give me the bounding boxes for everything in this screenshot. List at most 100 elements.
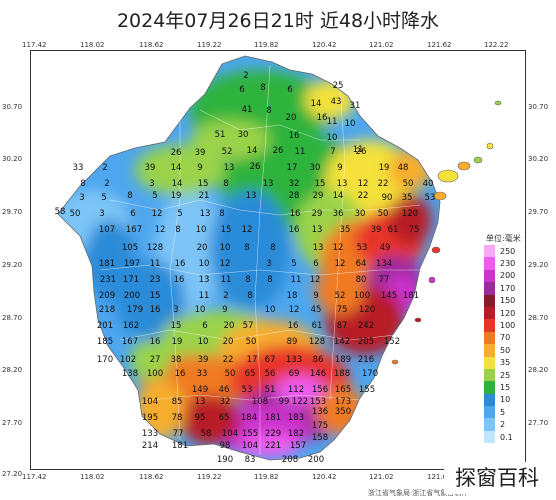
station-value: 26 (356, 147, 367, 157)
station-value: 53 (425, 193, 436, 203)
station-value: 184 (241, 413, 257, 423)
credits-text: 浙江省气象局 浙江省气象台制作 (368, 489, 469, 497)
station-value: 12 (335, 259, 346, 269)
color-legend: 单位:毫米 250 230 200 170 150 120 100 70 50 35 25 15 10 5… (484, 233, 526, 444)
station-value: 5 (291, 259, 296, 269)
station-value: 100 (147, 369, 163, 379)
station-value: 12 (152, 209, 163, 219)
station-value: 75 (337, 305, 348, 315)
station-value: 11 (150, 259, 161, 269)
station-value: 13 (313, 243, 324, 253)
legend-label: 230 (500, 259, 516, 269)
station-value: 350 (335, 407, 351, 417)
lon-tick-top: 122.22 (484, 41, 509, 49)
station-value: 35 (402, 193, 413, 203)
station-value: 155 (242, 429, 258, 439)
station-value: 12 (220, 259, 231, 269)
station-value: 8 (266, 106, 271, 116)
legend-label: 5 (500, 407, 506, 417)
station-value: 167 (122, 337, 138, 347)
legend-item: 10 (484, 393, 526, 407)
legend-label: 15 (500, 382, 511, 392)
station-value: 22 (223, 355, 234, 365)
station-value: 107 (99, 225, 115, 235)
legend-swatch (484, 393, 495, 407)
legend-swatch (484, 245, 495, 258)
station-value: 33 (197, 369, 208, 379)
lat-tick-left: 28.20 (2, 366, 23, 374)
legend-swatch (484, 294, 495, 307)
station-value: 13 (200, 209, 211, 219)
station-value: 13 (199, 275, 210, 285)
station-value: 8 (127, 191, 132, 201)
legend-item: 15 (484, 381, 526, 394)
legend-label: 70 (500, 333, 511, 343)
station-value: 167 (126, 225, 142, 235)
station-value: 120 (359, 305, 375, 315)
station-value: 10 (265, 305, 276, 315)
station-value: 11 (221, 275, 232, 285)
station-value: 153 (310, 397, 326, 407)
legend-label: 0.1 (500, 432, 513, 442)
station-value: 104 (242, 441, 258, 451)
station-value: 8 (175, 225, 180, 235)
station-value: 12 (289, 305, 300, 315)
watermark: 探窗百科 (444, 462, 550, 494)
station-value: 53 (242, 385, 253, 395)
station-value: 3 (79, 193, 84, 203)
legend-swatch (484, 306, 495, 320)
station-value: 170 (97, 355, 113, 365)
lon-tick-bottom: 119.22 (197, 473, 222, 481)
station-value: 128 (309, 337, 325, 347)
county-boundaries (99, 64, 421, 455)
station-value: 41 (242, 105, 253, 115)
legend-swatch (484, 269, 495, 283)
station-value: 18 (287, 291, 298, 301)
station-value: 6 (202, 321, 207, 331)
legend-label: 25 (500, 370, 511, 380)
station-value: 170 (362, 369, 378, 379)
station-value: 112 (288, 385, 304, 395)
station-value: 30 (310, 163, 321, 173)
station-value: 16 (150, 337, 161, 347)
station-value: 75 (409, 225, 420, 235)
station-value: 30 (238, 130, 249, 140)
station-value: 3 (173, 305, 178, 315)
station-value: 2 (243, 71, 248, 81)
station-value: 171 (123, 275, 139, 285)
station-value: 162 (123, 321, 139, 331)
station-value: 197 (124, 259, 140, 269)
station-value: 14 (247, 146, 258, 156)
station-value: 48 (398, 163, 409, 173)
legend-swatch (484, 331, 495, 345)
station-value: 102 (120, 355, 136, 365)
station-value: 120 (402, 209, 418, 219)
lon-tick-top: 119.22 (197, 41, 222, 49)
station-value: 17 (247, 355, 258, 365)
legend-label: 2 (500, 420, 506, 430)
map-frame (30, 50, 526, 470)
station-value: 2 (104, 179, 109, 189)
lon-tick-bottom: 120.42 (312, 473, 337, 481)
station-value: 200 (124, 291, 140, 301)
lon-tick-top: 121.62 (427, 41, 452, 49)
station-value: 14 (333, 191, 344, 201)
station-value: 145 (381, 291, 397, 301)
station-value: 98 (220, 441, 231, 451)
station-value: 201 (97, 321, 113, 331)
legend-swatch (484, 430, 495, 444)
station-value: 15 (221, 225, 232, 235)
lat-tick-left: 30.70 (2, 103, 23, 111)
legend-label: 120 (500, 308, 516, 318)
station-value: 6 (130, 209, 135, 219)
station-value: 216 (358, 355, 374, 365)
station-value: 16 (175, 369, 186, 379)
station-value: 65 (219, 413, 230, 423)
station-value: 95 (195, 413, 206, 423)
station-value: 185 (97, 337, 113, 347)
station-value: 20 (286, 113, 297, 123)
station-value: 21 (199, 191, 210, 201)
station-value: 13 (263, 179, 274, 189)
station-value: 58 (201, 429, 212, 439)
station-value: 208 (282, 455, 298, 465)
